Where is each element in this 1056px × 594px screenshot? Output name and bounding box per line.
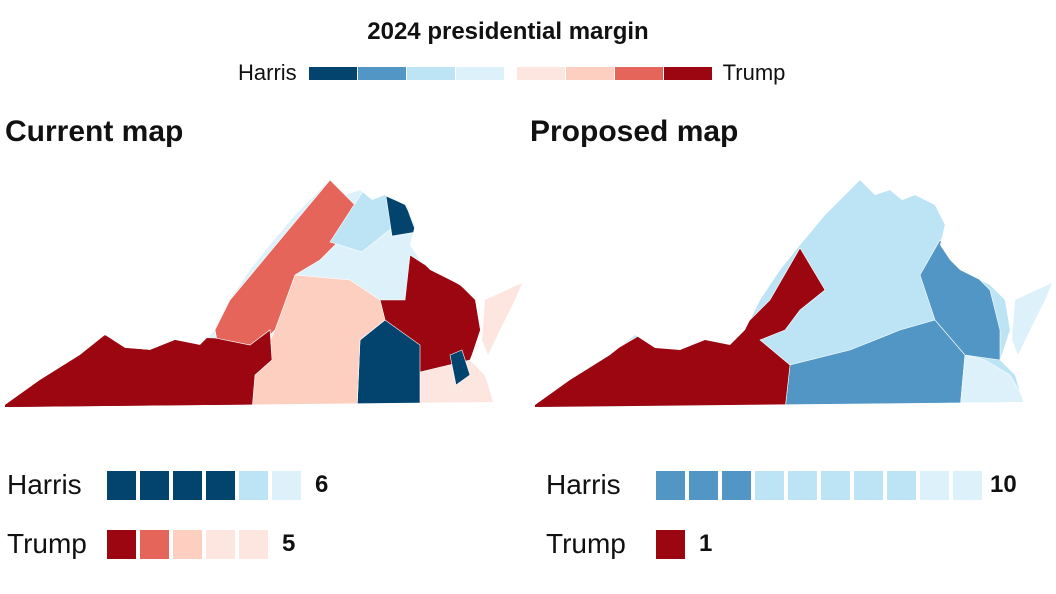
seat-box [887,470,916,500]
seat-box [140,470,169,500]
seat-box [854,470,883,500]
seat-box [173,529,202,559]
seat-count: 5 [282,530,296,557]
district [449,349,471,386]
current-trump-count: Trump 5 [7,528,296,559]
legend-harris-label: Harris [238,60,297,85]
legend-swatch [663,66,712,80]
seat-box [656,529,685,559]
proposed-map [535,180,1023,407]
seat-box [920,470,949,500]
current-harris-count: Harris 6 [7,469,329,500]
legend-swatch [406,66,455,80]
seat-count: 1 [699,530,713,557]
party-label: Harris [546,469,621,500]
seat-box [173,470,202,500]
seat-box [239,470,268,500]
current-map-title: Current map [5,115,184,148]
seat-box [107,529,136,559]
legend-swatch [308,66,357,80]
district [5,329,273,407]
seat-box [722,470,751,500]
party-label: Trump [546,528,626,559]
seat-box [689,470,718,500]
legend-swatch [455,66,504,80]
district [959,354,1023,407]
seat-box [239,529,268,559]
legend-swatch [614,66,663,80]
seat-box [140,529,169,559]
seat-box [821,470,850,500]
chart-title: 2024 presidential margin [367,18,649,45]
margin-legend: Harris Trump [238,60,785,86]
proposed-harris-count: Harris 10 [546,469,1017,500]
party-label: Trump [7,528,87,559]
current-map [5,180,493,407]
eastern-shore [1012,283,1052,355]
seat-box [206,529,235,559]
seat-count: 10 [990,471,1017,498]
seat-box [206,470,235,500]
proposed-trump-count: Trump 1 [546,528,713,559]
legend-swatch [565,66,614,80]
legend-swatch [516,66,565,80]
seat-box [107,470,136,500]
party-label: Harris [7,469,82,500]
seat-box [755,470,784,500]
legend-swatches [308,66,713,80]
seat-box [272,470,301,500]
legend-swatch [357,66,406,80]
seat-box [953,470,982,500]
seat-box [788,470,817,500]
eastern-shore [482,283,522,355]
proposed-map-title: Proposed map [530,115,739,148]
seat-box [656,470,685,500]
seat-count: 6 [315,471,329,498]
legend-trump-label: Trump [722,60,786,85]
